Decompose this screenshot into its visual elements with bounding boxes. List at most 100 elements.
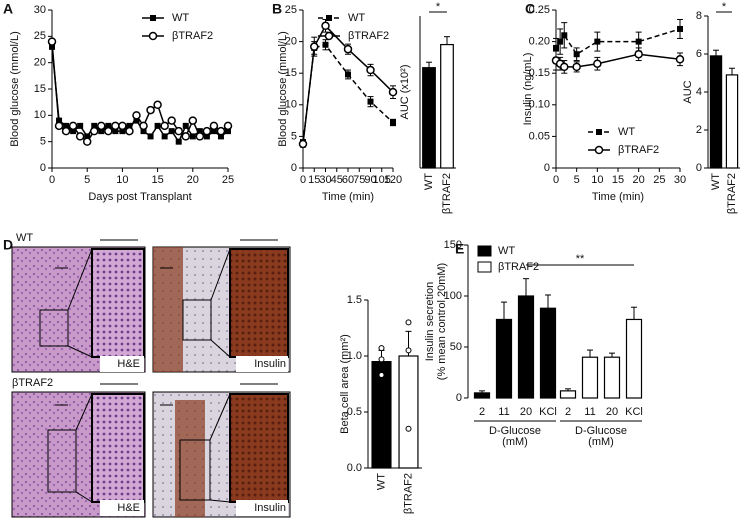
y-tick-label: 1.0 bbox=[347, 350, 362, 362]
x-tick-label: 5 bbox=[574, 174, 580, 186]
legend-label: βTRAF2 bbox=[172, 30, 213, 42]
marker bbox=[150, 15, 156, 21]
marker bbox=[181, 132, 191, 141]
bar bbox=[539, 307, 557, 399]
marker bbox=[634, 49, 643, 59]
marker bbox=[324, 31, 334, 41]
inset bbox=[91, 248, 145, 358]
y-tick-label: 1.5 bbox=[347, 294, 362, 306]
marker bbox=[594, 145, 604, 155]
x-tick-label: 0 bbox=[300, 174, 306, 186]
inset bbox=[91, 393, 145, 503]
y-tick-label: 6 bbox=[696, 48, 702, 60]
marker bbox=[195, 132, 205, 141]
marker bbox=[153, 100, 162, 110]
marker bbox=[97, 121, 106, 131]
x-tick-label: 30 bbox=[319, 174, 331, 186]
stain-label: Insulin bbox=[254, 502, 286, 514]
series-line bbox=[555, 28, 681, 56]
y-tick-label: 20 bbox=[285, 36, 297, 48]
marker bbox=[553, 44, 559, 51]
marker bbox=[572, 62, 581, 72]
marker bbox=[168, 128, 175, 135]
y-tick-label: 15 bbox=[285, 67, 297, 79]
marker bbox=[223, 121, 233, 131]
bar bbox=[440, 43, 454, 169]
x-tick-label: 2 bbox=[565, 406, 571, 418]
y-axis-label: Blood glucose (mmol/L) bbox=[277, 31, 289, 147]
connector bbox=[75, 393, 93, 431]
micrograph: H&E bbox=[11, 383, 146, 518]
y-tick-label: 0.10 bbox=[529, 99, 550, 111]
marker bbox=[677, 25, 683, 32]
label-bg bbox=[236, 500, 288, 516]
data-point bbox=[405, 319, 412, 326]
y-tick-label: 0.5 bbox=[347, 406, 362, 418]
marker bbox=[310, 42, 319, 51]
x-tick-label: 20 bbox=[606, 406, 618, 418]
series-line bbox=[302, 43, 394, 143]
y-tick-label: 150 bbox=[444, 239, 462, 251]
y-tick-label: 100 bbox=[444, 290, 462, 302]
marker bbox=[111, 121, 120, 131]
marker bbox=[119, 128, 126, 135]
marker bbox=[160, 121, 169, 131]
y-tick-label: 4 bbox=[696, 86, 702, 98]
x-tick-label: KCl bbox=[539, 406, 557, 418]
marker bbox=[196, 128, 203, 135]
y-axis-label: Insulin (ng/mL) bbox=[522, 53, 534, 126]
panel-letter: C bbox=[525, 1, 535, 17]
marker bbox=[217, 133, 224, 140]
marker bbox=[75, 132, 85, 141]
legend-label: WT bbox=[348, 12, 365, 24]
panel-letter: E bbox=[455, 241, 464, 257]
x-tick-label: 90 bbox=[364, 174, 376, 186]
x-tick-label: 5 bbox=[84, 174, 90, 186]
x-tick-label: 10 bbox=[591, 174, 603, 186]
marker bbox=[182, 122, 189, 129]
bar bbox=[517, 295, 535, 399]
marker bbox=[561, 32, 568, 39]
marker bbox=[126, 122, 133, 129]
x-tick-label: 25 bbox=[222, 174, 234, 186]
marker bbox=[388, 87, 398, 97]
bar bbox=[625, 318, 643, 399]
y-tick-label: 8 bbox=[696, 10, 702, 22]
legend-swatch bbox=[477, 245, 492, 257]
marker bbox=[202, 126, 212, 136]
legend-label: βTRAF2 bbox=[618, 144, 659, 156]
legend-label: βTRAF2 bbox=[498, 261, 539, 273]
bar bbox=[559, 390, 577, 399]
y-tick-label: 25 bbox=[285, 4, 297, 16]
bar bbox=[603, 356, 621, 399]
zoom-box bbox=[39, 309, 69, 347]
x-tick-label: βTRAF2 bbox=[402, 473, 414, 514]
bar bbox=[725, 74, 739, 169]
marker bbox=[210, 128, 217, 135]
connector bbox=[210, 339, 231, 358]
y-tick-label: 0 bbox=[456, 392, 462, 404]
marker bbox=[54, 121, 64, 131]
legend-label: WT bbox=[618, 126, 635, 138]
series-line bbox=[302, 24, 394, 145]
x-tick-label: 20 bbox=[520, 406, 532, 418]
x-tick-label: 20 bbox=[633, 174, 645, 186]
zoom-box bbox=[47, 429, 77, 493]
zoom-box bbox=[182, 299, 212, 341]
marker bbox=[560, 62, 569, 72]
marker bbox=[321, 21, 330, 31]
connector bbox=[75, 491, 93, 503]
bar bbox=[473, 392, 491, 399]
inset bbox=[229, 248, 289, 358]
x-tick-label: KCl bbox=[625, 406, 643, 418]
marker bbox=[104, 126, 113, 136]
group-label: D-Glucose bbox=[489, 425, 541, 437]
legend-label: WT bbox=[498, 245, 515, 257]
marker bbox=[70, 128, 77, 135]
marker bbox=[557, 38, 564, 45]
marker bbox=[225, 128, 231, 135]
x-tick-label: 30 bbox=[674, 174, 686, 186]
x-tick-label: 11 bbox=[584, 406, 595, 418]
marker bbox=[326, 15, 332, 21]
x-tick-label: 2 bbox=[479, 406, 485, 418]
